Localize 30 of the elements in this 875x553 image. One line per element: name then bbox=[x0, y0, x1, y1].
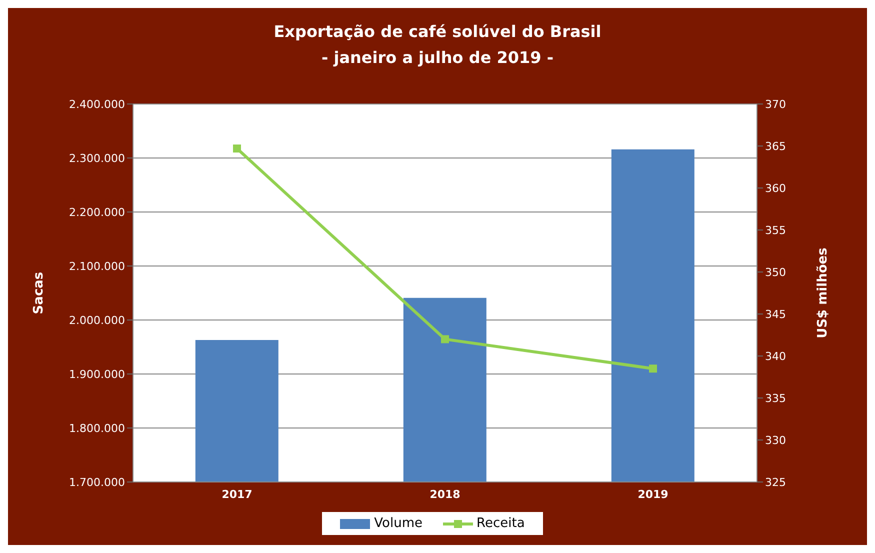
y-tick-label: 1.800.000 bbox=[69, 422, 125, 435]
y-tick-label: 2.300.000 bbox=[69, 152, 125, 165]
y2-tick-label: 325 bbox=[765, 476, 786, 489]
y2-tick-label: 370 bbox=[765, 98, 786, 111]
y2-tick-label: 335 bbox=[765, 392, 786, 405]
y-tick-label: 1.900.000 bbox=[69, 368, 125, 381]
point bbox=[441, 335, 449, 344]
legend-label: Receita bbox=[476, 516, 525, 531]
y-tick-label: 1.700.000 bbox=[69, 476, 125, 489]
y2-tick-label: 350 bbox=[765, 266, 786, 279]
y2-tick-label: 330 bbox=[765, 434, 786, 447]
y2-tick-label: 365 bbox=[765, 140, 786, 153]
y2-tick-label: 360 bbox=[765, 182, 786, 195]
x-tick-label: 2018 bbox=[430, 488, 460, 501]
y2-tick-label: 345 bbox=[765, 308, 786, 321]
point bbox=[233, 144, 241, 153]
legend-label: Volume bbox=[373, 516, 423, 531]
y-tick-label: 2.200.000 bbox=[69, 206, 125, 219]
chart-title: Exportação de café solúvel do Brasil bbox=[272, 22, 602, 41]
y-tick-label: 2.000.000 bbox=[69, 314, 125, 327]
y-axis-title: Sacas bbox=[32, 272, 47, 314]
x-tick-label: 2019 bbox=[638, 488, 668, 501]
point bbox=[649, 364, 657, 373]
y-tick-label: 2.400.000 bbox=[69, 98, 125, 111]
y-tick-label: 2.100.000 bbox=[69, 260, 125, 273]
y2-tick-label: 355 bbox=[765, 224, 786, 237]
chart-subtitle: - janeiro a julho de 2019 - bbox=[320, 48, 554, 67]
x-tick-label: 2017 bbox=[222, 488, 252, 501]
y2-axis-title: US$ milhões bbox=[816, 247, 831, 338]
y2-tick-label: 340 bbox=[765, 350, 786, 363]
